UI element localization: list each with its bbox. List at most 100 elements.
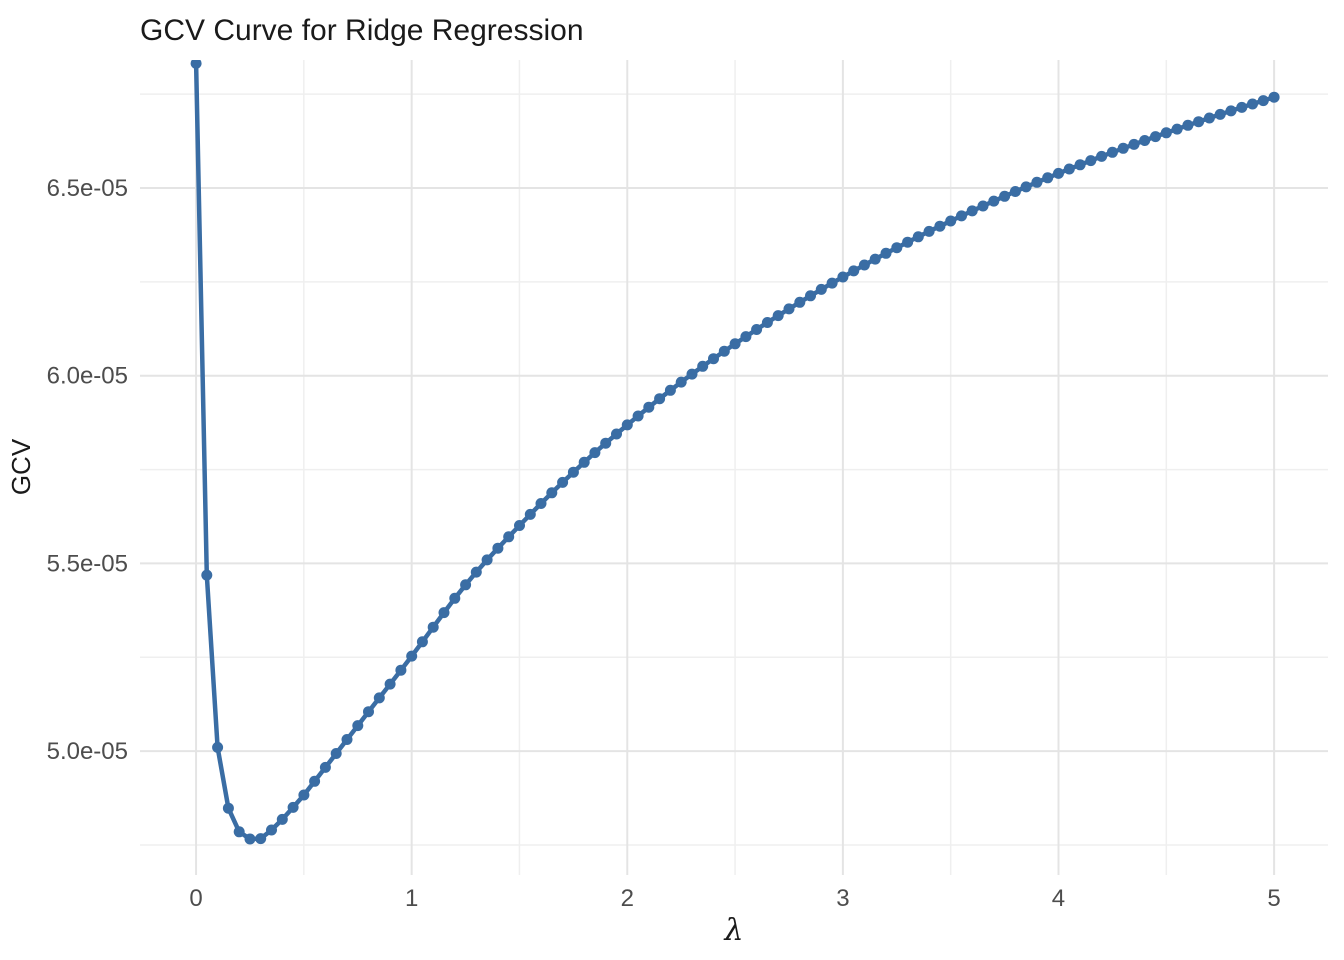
- data-point: [524, 508, 536, 520]
- data-point: [1160, 127, 1172, 139]
- data-point: [460, 579, 472, 591]
- data-point: [470, 566, 482, 578]
- data-point: [1085, 155, 1097, 167]
- data-point: [427, 621, 439, 633]
- data-point: [395, 664, 407, 676]
- data-point: [1182, 119, 1194, 131]
- data-point: [1106, 146, 1118, 158]
- data-point: [1150, 131, 1161, 143]
- data-point: [567, 466, 579, 478]
- data-point: [891, 242, 903, 254]
- y-tick-label: 6.5e-05: [47, 175, 128, 202]
- data-point: [1193, 116, 1205, 128]
- data-point: [1074, 159, 1086, 171]
- data-point: [621, 419, 633, 431]
- data-point: [201, 569, 213, 581]
- data-point: [1031, 176, 1043, 188]
- data-point: [966, 205, 978, 217]
- data-point: [384, 678, 396, 690]
- data-point: [233, 826, 245, 838]
- data-point: [589, 447, 601, 459]
- x-tick-label: 3: [836, 885, 849, 912]
- data-point: [1203, 112, 1215, 124]
- data-point: [805, 290, 816, 302]
- data-point: [1063, 163, 1075, 175]
- x-tick-label: 0: [189, 885, 202, 912]
- data-point: [363, 706, 374, 718]
- data-point: [287, 801, 299, 813]
- x-axis-title: λ: [723, 913, 743, 948]
- data-point: [686, 368, 698, 380]
- data-point: [1009, 186, 1021, 197]
- data-point: [643, 401, 655, 413]
- data-point: [481, 554, 493, 566]
- x-tick-label: 2: [621, 885, 634, 912]
- data-point: [557, 476, 569, 488]
- data-point: [416, 636, 428, 648]
- data-point: [319, 761, 331, 773]
- data-point: [222, 802, 234, 814]
- data-point: [708, 353, 719, 365]
- x-tick-labels: 0 1 2 3 4 5: [189, 885, 1280, 912]
- data-point: [772, 310, 784, 322]
- x-tick-label: 5: [1267, 885, 1280, 912]
- data-point: [815, 283, 827, 295]
- data-point: [255, 833, 267, 845]
- y-tick-label: 5.5e-05: [47, 550, 128, 577]
- data-point: [837, 271, 849, 283]
- data-point: [729, 338, 741, 350]
- data-point: [858, 259, 870, 271]
- data-point: [212, 741, 224, 753]
- data-point: [783, 303, 795, 315]
- data-point: [761, 317, 773, 328]
- data-point: [1020, 181, 1032, 193]
- data-point: [600, 437, 612, 449]
- grid-minor: [140, 60, 1328, 875]
- data-point: [869, 253, 881, 265]
- data-point: [244, 833, 256, 845]
- data-point: [988, 195, 1000, 207]
- data-point: [1117, 142, 1129, 154]
- data-point: [632, 410, 644, 422]
- data-point: [751, 324, 763, 335]
- data-point: [826, 277, 838, 289]
- data-point: [1236, 101, 1248, 113]
- data-point: [956, 210, 967, 222]
- data-point: [664, 384, 676, 396]
- x-tick-label: 4: [1052, 885, 1065, 912]
- data-point: [1139, 135, 1151, 146]
- data-point: [977, 200, 989, 212]
- data-point: [309, 775, 321, 787]
- data-point: [373, 692, 385, 704]
- data-point: [611, 428, 622, 440]
- data-point: [945, 215, 957, 227]
- data-point: [341, 734, 353, 745]
- data-point: [1171, 123, 1183, 135]
- grid-major: [140, 60, 1328, 875]
- data-point: [492, 542, 504, 554]
- data-point: [438, 607, 450, 619]
- y-tick-labels: 5.0e-05 5.5e-05 6.0e-05 6.5e-05: [47, 175, 128, 765]
- data-point: [999, 190, 1011, 202]
- data-point: [190, 60, 202, 69]
- data-point: [654, 393, 666, 405]
- y-axis-title: GCV: [6, 438, 36, 495]
- y-tick-label: 6.0e-05: [47, 363, 128, 390]
- data-point: [1225, 105, 1237, 117]
- x-tick-label: 1: [405, 885, 418, 912]
- y-tick-label: 5.0e-05: [47, 738, 128, 765]
- data-point: [1214, 108, 1226, 120]
- data-point: [578, 456, 590, 468]
- data-point: [1247, 98, 1258, 110]
- data-point: [934, 220, 946, 232]
- data-point: [902, 236, 914, 248]
- data-point: [740, 331, 752, 343]
- data-point: [266, 824, 277, 836]
- data-point: [923, 225, 935, 237]
- data-point: [546, 487, 558, 499]
- data-point: [1257, 95, 1269, 107]
- data-point: [697, 360, 709, 372]
